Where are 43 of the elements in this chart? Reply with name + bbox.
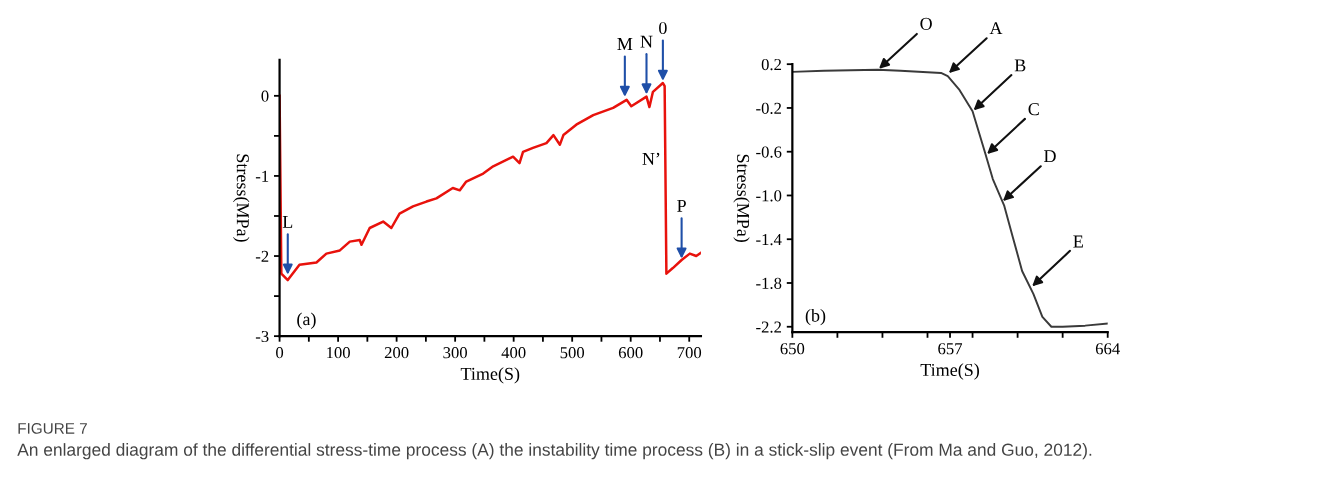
x-tick-label: 657 bbox=[938, 343, 963, 355]
line-series bbox=[279, 81, 701, 282]
text: An enlarged diagram of the differential stress-time process (A) the instability time process (B) in a stick-slip event (From Ma and Guo, 2012). bbox=[17, 443, 1092, 460]
x-tick-label: 664 bbox=[1095, 343, 1120, 355]
annotation: B bbox=[1014, 59, 1026, 72]
annotation: O bbox=[920, 17, 932, 30]
x-tick-label: 650 bbox=[780, 343, 805, 355]
y-axis-title: Stress(MPa) bbox=[233, 154, 250, 242]
y-tick-label: -0.2 bbox=[756, 102, 782, 114]
text: (a) bbox=[297, 312, 316, 329]
y-tick-label: 0 bbox=[261, 90, 269, 102]
y-tick-label: -3 bbox=[255, 330, 269, 343]
x-tick-label: 200 bbox=[384, 347, 409, 359]
annotation: N bbox=[640, 35, 653, 48]
annotation: L bbox=[282, 215, 293, 228]
x-tick-label: 300 bbox=[443, 347, 467, 359]
text: (b) bbox=[805, 308, 826, 326]
annotation: C bbox=[1028, 103, 1039, 116]
y-tick-label: -1.8 bbox=[756, 277, 782, 290]
annotation: P bbox=[677, 199, 686, 212]
y-axis-title: Stress(MPa) bbox=[733, 154, 750, 243]
x-axis-title: Time(S) bbox=[460, 367, 520, 384]
annotation: 0 bbox=[659, 21, 667, 35]
x-tick-label: 0 bbox=[276, 347, 284, 359]
y-tick-label: -1.0 bbox=[756, 190, 782, 202]
x-tick-label: 700 bbox=[677, 347, 702, 359]
x-tick-label: 600 bbox=[618, 347, 643, 359]
y-tick-label: -2 bbox=[255, 250, 269, 262]
annotation: N’ bbox=[642, 152, 660, 165]
x-tick-label: 100 bbox=[327, 347, 350, 359]
y-tick-label: 0.2 bbox=[761, 58, 782, 71]
x-tick-label: 500 bbox=[560, 347, 585, 359]
caption: FIGURE 7 bbox=[18, 422, 87, 434]
y-tick-label: -0.6 bbox=[756, 146, 782, 158]
y-tick-label: -1.4 bbox=[756, 234, 782, 246]
annotation: D bbox=[1044, 150, 1056, 163]
x-tick-label: 400 bbox=[501, 347, 526, 359]
annotation: M bbox=[617, 38, 633, 50]
annotation: A bbox=[989, 22, 1003, 35]
y-tick-label: -1 bbox=[255, 170, 269, 182]
y-tick-label: -2.2 bbox=[756, 321, 782, 333]
x-axis-title: Time(S) bbox=[920, 363, 979, 380]
annotation: E bbox=[1073, 235, 1083, 248]
